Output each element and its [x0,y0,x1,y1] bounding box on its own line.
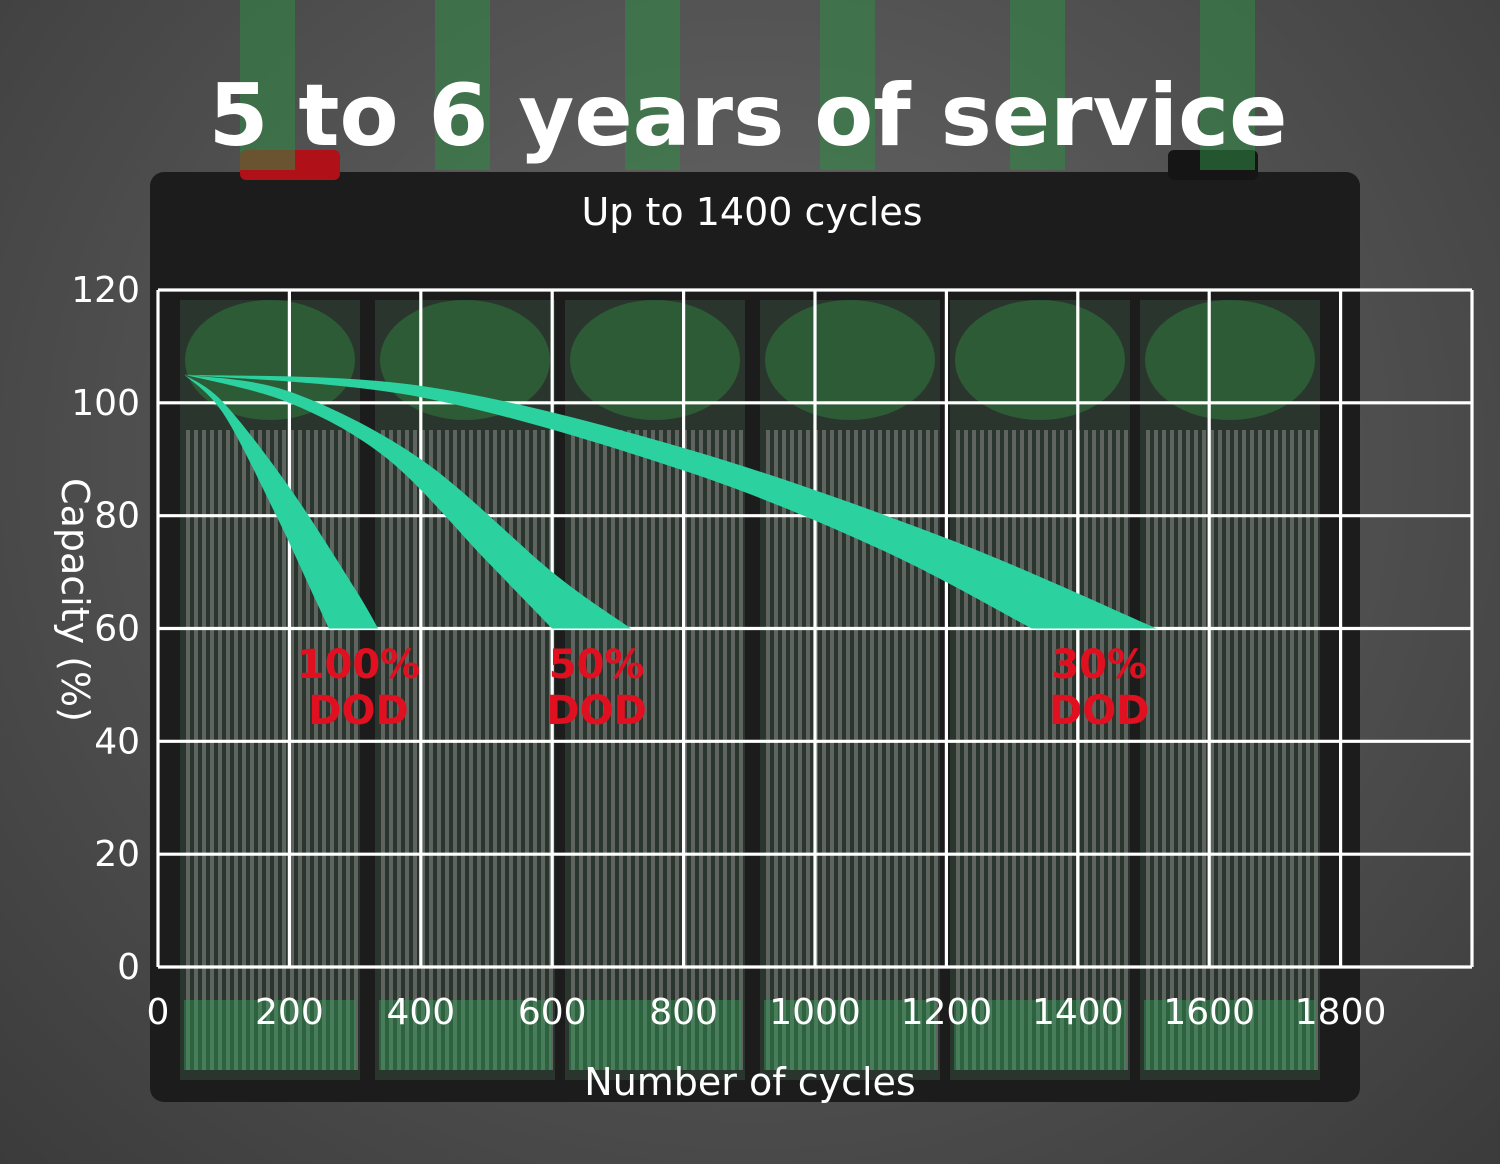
y-tick-label: 60 [94,609,140,650]
battery-cell [950,0,1130,1080]
x-tick-label: 1200 [901,992,993,1033]
y-tick-label: 20 [94,834,140,875]
dod-band [184,374,1157,629]
chart-subtitle: Up to 1400 cycles [581,190,922,234]
x-tick-label: 600 [518,992,587,1033]
y-tick-label: 100 [71,383,140,424]
y-tick-label: 80 [94,496,140,537]
dod-band [184,374,379,629]
x-tick-label: 1800 [1295,992,1387,1033]
battery-cell [1140,0,1320,1080]
battery-cell [180,0,360,1080]
x-tick-labels: 0 200 400 600 800 1000 1200 1400 1600 1800 [147,992,1387,1033]
dod-label: 50% DOD [546,642,646,734]
x-axis-label: Number of cycles [584,1060,915,1104]
x-tick-label: 1600 [1163,992,1255,1033]
dod-label: 100% DOD [297,642,421,734]
dod-bands [184,374,1157,629]
dod-label: 30% DOD [1049,642,1149,734]
battery-cell [375,0,555,1080]
x-tick-label: 0 [147,992,170,1033]
x-tick-label: 1400 [1032,992,1124,1033]
chart-title: 5 to 6 years of service [209,66,1288,166]
chart-grid [156,288,1474,969]
dod-labels: 100% DOD 50% DOD 30% DOD [297,642,1150,734]
y-tick-label: 120 [71,270,140,311]
battery-cell [760,0,940,1080]
x-tick-label: 200 [255,992,324,1033]
x-tick-label: 800 [649,992,718,1033]
y-tick-label: 40 [94,721,140,762]
y-axis-label: Capacity (%) [53,478,97,722]
y-tick-label: 0 [117,947,140,988]
dod-band [184,374,632,629]
x-tick-label: 1000 [769,992,861,1033]
x-tick-label: 400 [386,992,455,1033]
battery-background [150,0,1360,1102]
y-tick-labels: 0 20 40 60 80 100 120 [71,270,140,988]
